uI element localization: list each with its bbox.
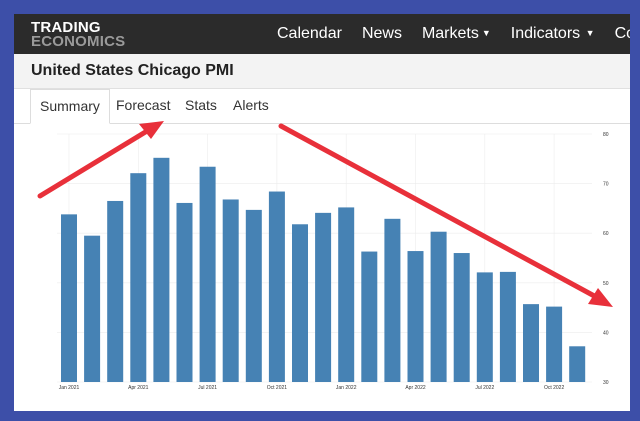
y-tick-label: 40 xyxy=(603,330,609,336)
y-tick-label: 80 xyxy=(603,132,609,138)
chart-bar[interactable] xyxy=(361,251,378,382)
chart-bar[interactable] xyxy=(222,199,239,382)
menu-item-indicators[interactable]: Indicators ▼ xyxy=(511,25,595,43)
menu-item-news-label: News xyxy=(361,25,402,42)
menu-item-markets[interactable]: Markets ▼ xyxy=(422,25,491,43)
chart-bar[interactable] xyxy=(430,231,447,382)
x-tick-label: Apr 2022 xyxy=(405,385,426,391)
chart-bar[interactable] xyxy=(546,306,563,382)
chart-bar[interactable] xyxy=(107,200,124,382)
chart-bar[interactable] xyxy=(338,207,355,382)
x-tick-label: Apr 2021 xyxy=(128,385,149,391)
logo-line-1: TRADING xyxy=(31,19,101,36)
menu-item-countries-label: Cou xyxy=(614,25,630,42)
chart-bars xyxy=(61,157,586,382)
chart-bar[interactable] xyxy=(523,304,539,382)
menu-item-news[interactable]: News xyxy=(362,25,402,43)
caret-down-icon: ▼ xyxy=(583,28,595,38)
chart-bar[interactable] xyxy=(499,271,516,382)
chart-tick-labels: 30 40 50 60 70 80 Jan 2021 Apr 2021 Jul 2021 Oct … xyxy=(59,132,609,391)
down-arrow-head xyxy=(588,288,613,307)
chart-bar[interactable] xyxy=(245,209,262,382)
menu-item-calendar[interactable]: Calendar xyxy=(277,25,342,43)
top-navigation-bar: TRADING ECONOMICS Calendar News Markets ▼… xyxy=(14,14,630,54)
x-tick-label: Oct 2022 xyxy=(544,385,565,391)
tab-forecast[interactable]: Forecast xyxy=(116,97,171,113)
logo-line-2: ECONOMICS xyxy=(31,33,126,50)
chart-bar[interactable] xyxy=(407,251,424,382)
up-arrow-line xyxy=(37,125,155,199)
tab-bar: Summary Forecast Stats Alerts xyxy=(14,89,630,124)
menu-item-indicators-label: Indicators xyxy=(510,25,581,42)
chart-bar[interactable] xyxy=(292,224,308,382)
chart-bar[interactable] xyxy=(61,214,77,382)
y-tick-label: 70 xyxy=(603,182,609,188)
menu-item-calendar-label: Calendar xyxy=(277,25,342,42)
chart-bar[interactable] xyxy=(176,202,193,382)
main-menu: Calendar News Markets▼ Indicators ▼ Cou xyxy=(277,14,630,54)
down-arrow-line xyxy=(278,123,601,301)
x-tick-label: Jan 2022 xyxy=(336,385,357,391)
chart-bar[interactable] xyxy=(84,235,101,382)
chart-bar[interactable] xyxy=(268,191,285,382)
x-tick-label: Jul 2021 xyxy=(198,385,217,391)
chart-bar[interactable] xyxy=(476,272,493,382)
annotation-arrows xyxy=(37,121,613,307)
y-tick-label: 50 xyxy=(603,281,609,287)
x-tick-label: Oct 2021 xyxy=(267,385,288,391)
y-tick-label: 60 xyxy=(603,231,609,237)
chart-bar[interactable] xyxy=(384,218,401,382)
chart-bar[interactable] xyxy=(130,173,147,382)
chart-bar[interactable] xyxy=(199,166,216,382)
chart-bar[interactable] xyxy=(153,157,170,382)
x-tick-label: Jul 2022 xyxy=(475,385,494,391)
menu-item-countries[interactable]: Cou xyxy=(615,25,630,43)
tab-alerts[interactable]: Alerts xyxy=(233,97,269,113)
trading-economics-logo[interactable]: TRADING ECONOMICS xyxy=(31,19,126,50)
y-tick-label: 30 xyxy=(603,380,609,386)
chart-bar[interactable] xyxy=(453,253,470,382)
chart-bar[interactable] xyxy=(569,346,586,382)
x-tick-label: Jan 2021 xyxy=(59,385,80,391)
page-title-bar: United States Chicago PMI xyxy=(14,54,630,89)
caret-down-icon: ▼ xyxy=(481,28,491,38)
chart-bar[interactable] xyxy=(315,212,332,382)
menu-item-markets-label: Markets xyxy=(421,25,479,42)
tab-summary[interactable]: Summary xyxy=(30,89,110,124)
tab-stats[interactable]: Stats xyxy=(185,97,217,113)
up-arrow-head xyxy=(139,121,164,139)
page-title: United States Chicago PMI xyxy=(31,62,234,79)
